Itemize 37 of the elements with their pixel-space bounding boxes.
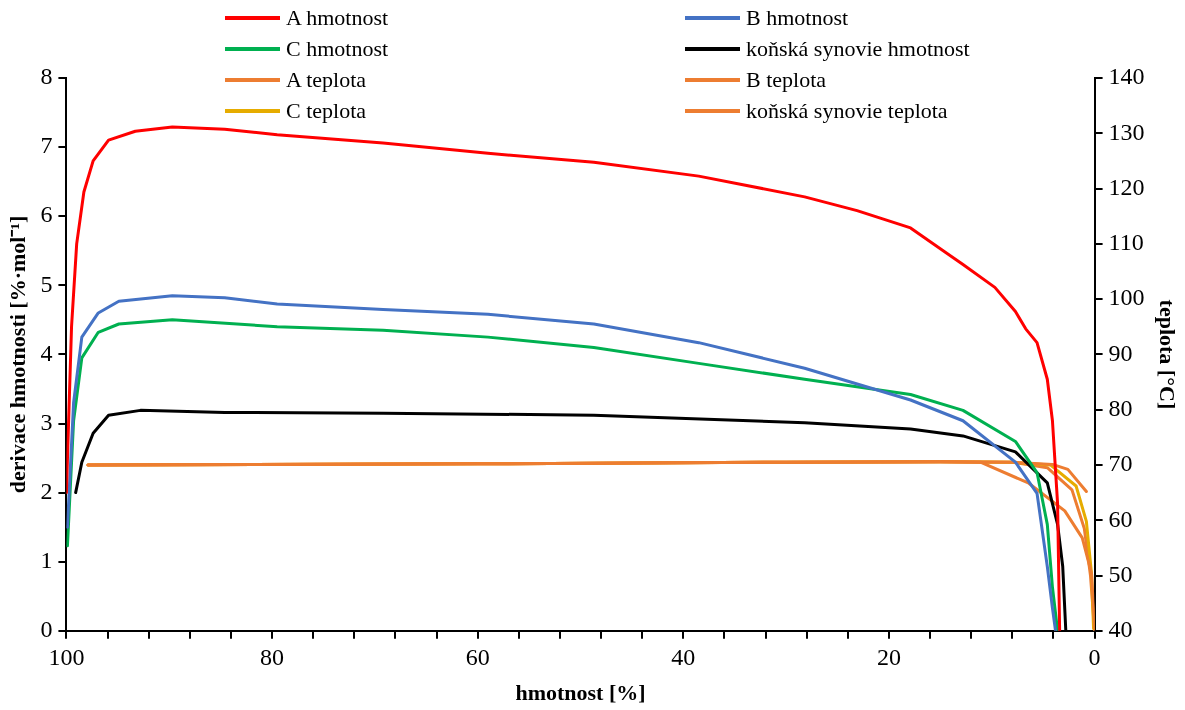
y-tick-label: 4 xyxy=(40,339,53,366)
x-tick-label: 100 xyxy=(48,644,85,671)
y-tick-label: 3 xyxy=(40,408,53,435)
x-tick-label: 20 xyxy=(876,644,901,671)
legend-label: C teplota xyxy=(286,97,367,124)
x-tick-label: 80 xyxy=(260,644,285,671)
legend-label: B hmotnost xyxy=(746,4,849,31)
y2-tick-label: 40 xyxy=(1108,616,1133,643)
y2-tick-label: 100 xyxy=(1108,284,1145,311)
x-tick-label: 40 xyxy=(671,644,696,671)
y-tick-label: 7 xyxy=(40,132,53,159)
x-tick-label: 60 xyxy=(465,644,490,671)
legend-label: B teplota xyxy=(746,66,827,93)
y-tick-label: 1 xyxy=(40,547,53,573)
y2-tick-label: 50 xyxy=(1108,560,1133,587)
y-axis-title: derivace hmotnosti [%·mol⁻¹] xyxy=(4,215,30,494)
y-tick-label: 5 xyxy=(40,270,53,297)
y2-tick-label: 110 xyxy=(1108,229,1144,256)
y-tick-label: 8 xyxy=(40,63,53,90)
y2-tick-label: 80 xyxy=(1108,394,1133,421)
legend-label: koňská synovie hmotnost xyxy=(746,35,970,62)
x-tick-label: 0 xyxy=(1088,644,1101,671)
legend-label: A teplota xyxy=(286,66,367,93)
legend-label: A hmotnost xyxy=(286,4,389,31)
y2-tick-label: 120 xyxy=(1108,173,1145,200)
legend-label: koňská synovie teplota xyxy=(746,97,948,124)
y2-tick-label: 140 xyxy=(1108,63,1145,90)
y-tick-label: 0 xyxy=(40,616,53,643)
y-tick-label: 6 xyxy=(40,201,53,228)
y2-tick-label: 90 xyxy=(1108,339,1133,366)
y2-tick-label: 70 xyxy=(1108,450,1133,477)
y2-tick-label: 130 xyxy=(1108,118,1145,145)
legend-label: C hmotnost xyxy=(286,35,389,62)
y2-axis-title: teplota [°C] xyxy=(1155,299,1181,410)
x-axis-title: hmotnost [%] xyxy=(515,680,646,706)
y2-tick-label: 60 xyxy=(1108,505,1133,532)
y-tick-label: 2 xyxy=(40,477,53,504)
